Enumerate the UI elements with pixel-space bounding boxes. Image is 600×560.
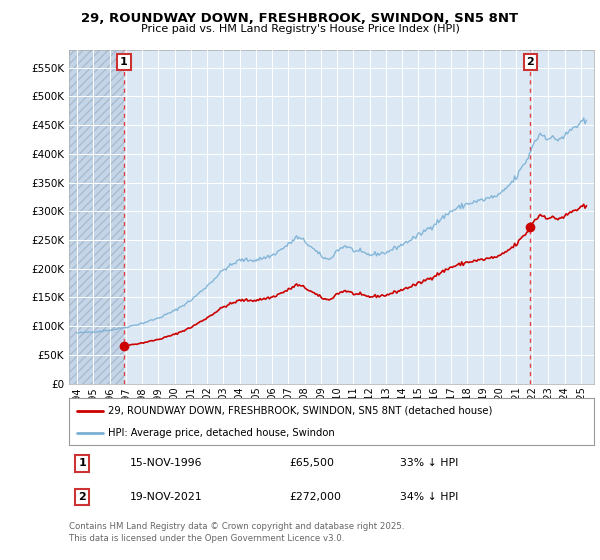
Text: Price paid vs. HM Land Registry's House Price Index (HPI): Price paid vs. HM Land Registry's House … (140, 24, 460, 34)
Bar (69, 50, 124, 384)
Text: 34% ↓ HPI: 34% ↓ HPI (400, 492, 458, 502)
Text: 29, ROUNDWAY DOWN, FRESHBROOK, SWINDON, SN5 8NT (detached house): 29, ROUNDWAY DOWN, FRESHBROOK, SWINDON, … (109, 406, 493, 416)
Text: 29, ROUNDWAY DOWN, FRESHBROOK, SWINDON, SN5 8NT: 29, ROUNDWAY DOWN, FRESHBROOK, SWINDON, … (82, 12, 518, 25)
Text: 19-NOV-2021: 19-NOV-2021 (130, 492, 202, 502)
Text: £272,000: £272,000 (290, 492, 341, 502)
Text: 33% ↓ HPI: 33% ↓ HPI (400, 459, 458, 468)
Text: Contains HM Land Registry data © Crown copyright and database right 2025.
This d: Contains HM Land Registry data © Crown c… (69, 522, 404, 543)
Text: 2: 2 (78, 492, 86, 502)
Text: HPI: Average price, detached house, Swindon: HPI: Average price, detached house, Swin… (109, 428, 335, 438)
Text: £65,500: £65,500 (290, 459, 335, 468)
Text: 2: 2 (526, 57, 534, 67)
Text: 1: 1 (120, 57, 128, 67)
Text: 15-NOV-1996: 15-NOV-1996 (130, 459, 202, 468)
Bar (69, 50, 124, 384)
Text: 1: 1 (78, 459, 86, 468)
